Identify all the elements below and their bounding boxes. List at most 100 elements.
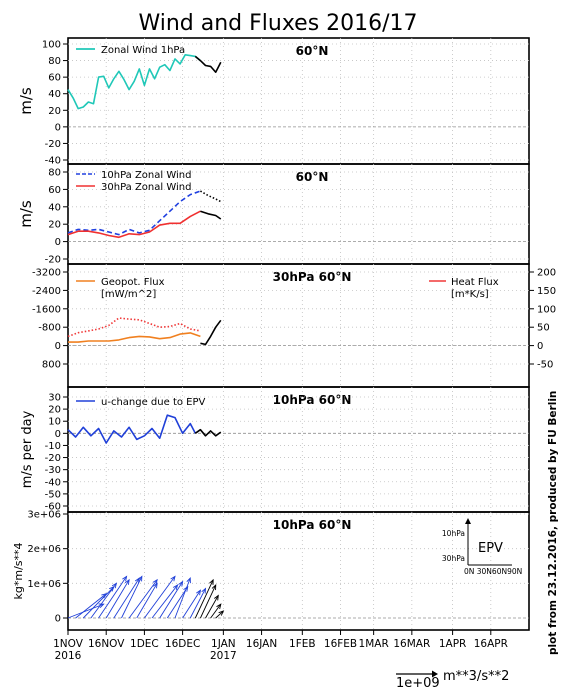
x-tick-label: 1APR (439, 638, 467, 650)
series-line-geopot-flux (68, 332, 201, 343)
y-tick-label: 20 (48, 106, 61, 117)
epv-arrow (136, 583, 158, 619)
epv-arrow (215, 610, 224, 619)
y-tick-label: 2e+06 (27, 544, 61, 555)
epv-arrow (182, 590, 201, 619)
epv-arrow (189, 588, 206, 619)
epv-arrow (128, 579, 158, 619)
y-tick-label: 30 (48, 393, 61, 404)
x-tick-label: 16NOV (88, 638, 125, 650)
epv-legend: 10hPa 30hPa 0N 30N60N90N EPV (442, 518, 522, 576)
epv-arrow-head (122, 575, 128, 582)
legend-unit-heat: [m*K/s] (451, 289, 489, 300)
y-tick-label: 80 (48, 56, 61, 67)
x-tick-label: 1JAN (211, 638, 236, 650)
epv-arrow (166, 586, 189, 619)
epv-arrow-head (172, 584, 179, 591)
x-tick-label: 1MAR (359, 638, 389, 650)
y-tick-label-right: 200 (537, 268, 556, 279)
y-tick-label: -50 (45, 489, 61, 500)
x-tick-label: 1DEC (130, 638, 159, 650)
epv-arrow-head (137, 575, 143, 582)
epv-arrow-head (178, 580, 184, 587)
epv-arrow-head (216, 603, 222, 610)
y-tick-label: 0 (55, 429, 61, 440)
epv-arrow (98, 576, 127, 619)
y-tick-label: 20 (48, 220, 61, 231)
epv-arrow-head (214, 594, 219, 601)
series-line-heat-flux (67, 317, 201, 338)
epv-arrow (90, 583, 117, 619)
panel-frame (67, 511, 530, 631)
epv-legend-tick-lower: 30hPa (442, 554, 465, 563)
y-tick-label-left: 0 (55, 341, 61, 352)
figure-title: Wind and Fluxes 2016/17 (138, 11, 417, 36)
series-line-forecast-30hpa (200, 210, 222, 220)
y-tick-label: 100 (42, 40, 61, 51)
epv-arrow (75, 593, 107, 619)
epv-arrow-head (218, 610, 225, 616)
epv-legend-horizontal-ticks: 0N 30N60N90N (464, 567, 522, 576)
panel-fluxes-30hpa: 30hPa 60°N -3200 -2400 -1600 -800 0 800 -50 0 50 1… (32, 263, 556, 388)
x-tick-label: 1NOV (53, 638, 84, 650)
epv-arrow (210, 603, 222, 619)
epv-arrow (113, 577, 140, 619)
x-tick-label: 16JAN (246, 638, 277, 650)
epv-arrow-head (152, 578, 158, 585)
series-line-forecast-10hpa (200, 190, 222, 203)
epv-arrow (67, 603, 104, 619)
panel-zonal-1hpa: 60°N -40 -20 0 20 40 60 80 100 m/s Zonal Wind 1hPa (17, 37, 530, 167)
y-tick-label: 40 (48, 202, 61, 213)
y-tick-label-right: -50 (537, 360, 553, 371)
x-tick-label: 1FEB (289, 638, 316, 650)
y-tick-label: -20 (45, 255, 61, 266)
epv-arrow-head (111, 582, 118, 589)
epv-arrow (174, 577, 191, 619)
legend-label-heat: Heat Flux (451, 277, 499, 288)
panel-zonal-10-30hpa: 60°N -20 0 20 40 60 80 m/s 10hPa Zonal Wind30hPa… (17, 163, 530, 266)
y-tick-label: -60 (45, 502, 61, 513)
epv-arrow-head (170, 575, 176, 582)
panel-title: 60°N (296, 44, 329, 58)
y-tick-label-right: 100 (537, 304, 556, 315)
y-tick-label: -20 (45, 139, 61, 150)
scale-note: 1e+09 m**3/s**2 (396, 669, 509, 691)
x-tick-label: 16FEB (324, 638, 357, 650)
y-tick-label: 3e+06 (27, 510, 61, 521)
y-tick-label: -30 (45, 465, 61, 476)
epv-arrow-head (209, 578, 214, 585)
x-tick-label: 16DEC (165, 638, 200, 650)
y-tick-label: 10 (48, 417, 61, 428)
scale-label: 1e+09 (396, 676, 440, 691)
series-line-30hpa-zonal-wind (67, 210, 201, 239)
epv-arrow-head (196, 589, 202, 596)
y-tick-label: 80 (48, 168, 61, 179)
epv-arrow (121, 576, 143, 619)
legend-label-geopot: Geopot. Flux (101, 277, 165, 288)
panel-title: 30hPa 60°N (273, 270, 352, 284)
scale-unit: m**3/s**2 (443, 669, 509, 684)
y-tick-label-left: -3200 (32, 268, 61, 279)
epv-arrow (159, 581, 183, 619)
panel-title: 10hPa 60°N (273, 518, 352, 532)
series-line-forecast (194, 55, 222, 73)
y-tick-label: 1e+06 (27, 579, 61, 590)
epv-arrow (105, 579, 130, 619)
y-tick-label: -40 (45, 156, 61, 167)
legend-label-30hpa: 30hPa Zonal Wind (101, 182, 191, 193)
x-year-label-2016: 2016 (55, 650, 82, 662)
series-line-forecast (200, 319, 222, 346)
x-tick-label: 16MAR (393, 638, 430, 650)
y-axis-label: m/s per day (20, 410, 35, 488)
legend-label-epv: u-change due to EPV (101, 397, 206, 408)
panel-title: 60°N (296, 170, 329, 184)
y-tick-label-right: 0 (537, 341, 543, 352)
epv-arrow-head (201, 587, 207, 594)
y-tick-label: 0 (55, 237, 61, 248)
x-year-label-2017: 2017 (210, 650, 237, 662)
y-tick-label-left: -2400 (32, 286, 61, 297)
scale-arrow-head (432, 670, 438, 678)
y-tick-label: 0 (55, 614, 61, 625)
y-axis-label: m/s (17, 87, 35, 115)
